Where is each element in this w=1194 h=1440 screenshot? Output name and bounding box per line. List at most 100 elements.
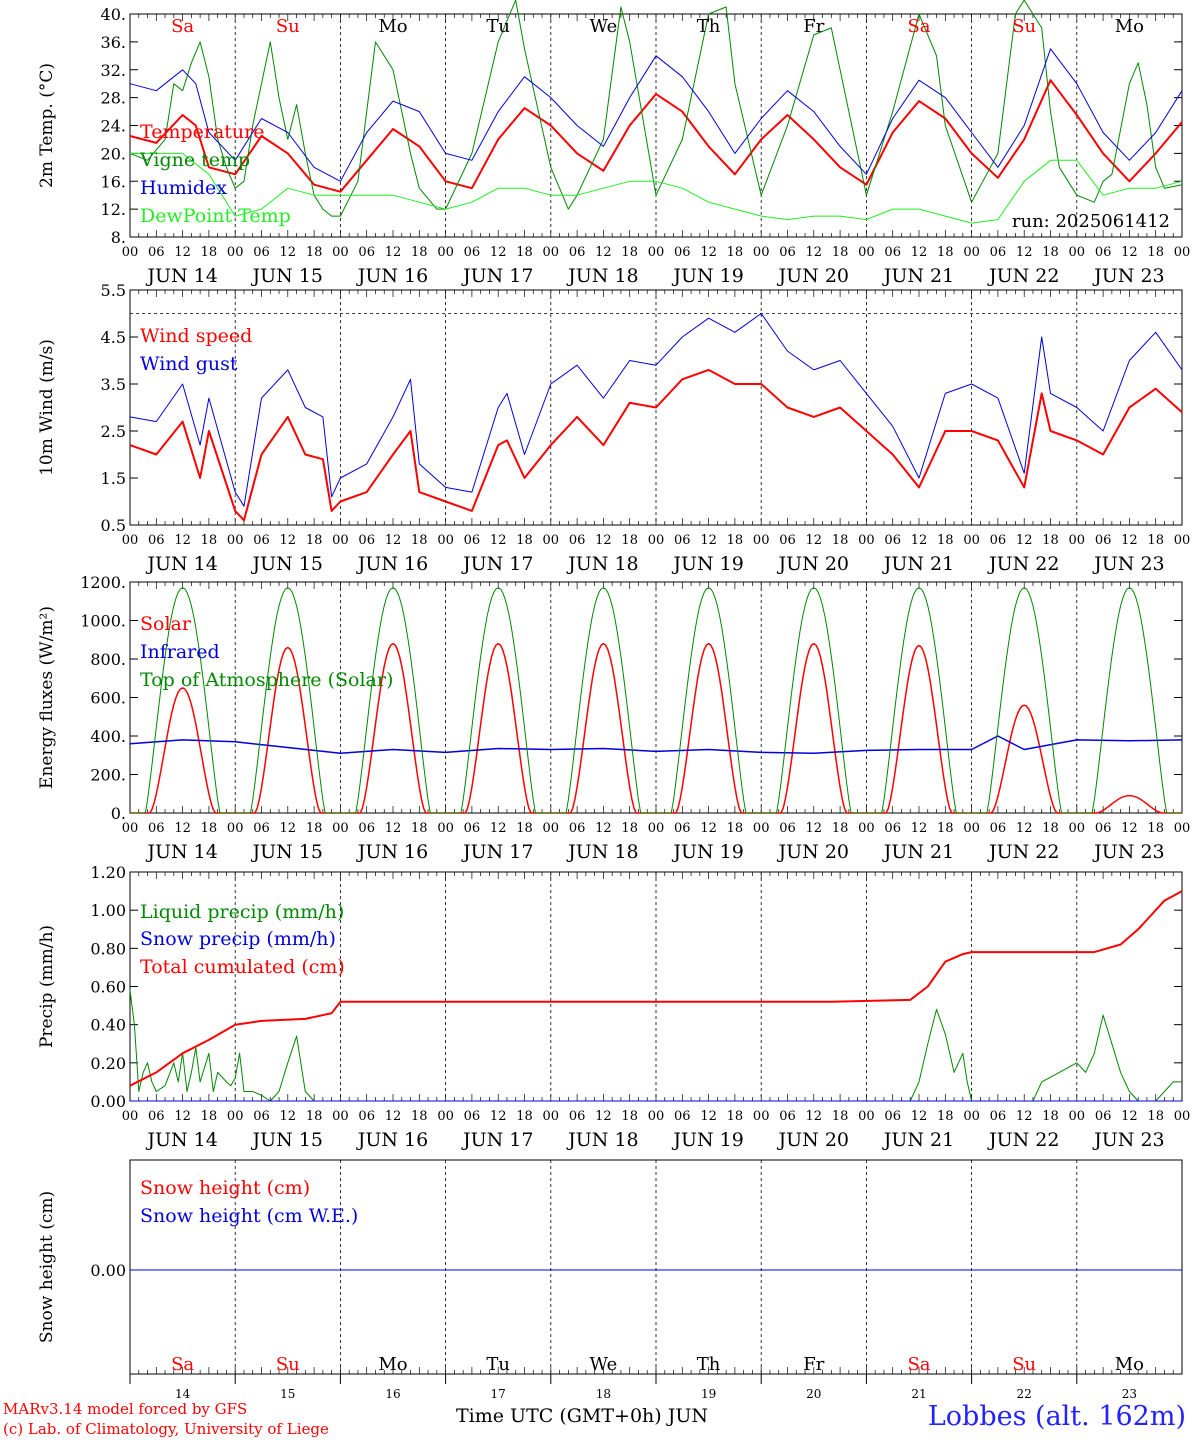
energy-hour-label: 18 [411, 821, 428, 836]
energy-hour-label: 12 [806, 821, 823, 836]
snow-day-number: 23 [1122, 1387, 1137, 1401]
temp-hour-label: 06 [1095, 245, 1112, 260]
energy-day-label: JUN 20 [777, 841, 849, 863]
temp-y-tick-label: 40. [101, 5, 126, 24]
temp-hour-label: 00 [858, 245, 875, 260]
temp-weekday-label: Su [1012, 16, 1036, 37]
wind-hour-label: 00 [1174, 533, 1191, 548]
energy-day-label: JUN 22 [987, 841, 1059, 863]
temp-day-label: JUN 20 [777, 265, 849, 287]
energy-legend-entry: Infrared [140, 641, 220, 663]
temp-hour-label: 12 [806, 245, 823, 260]
precip-day-label: JUN 19 [671, 1129, 743, 1151]
wind-hour-label: 18 [832, 533, 849, 548]
precip-hour-label: 12 [385, 1109, 402, 1124]
wind-day-label: JUN 19 [671, 553, 743, 575]
energy-y-tick-label: 200. [90, 766, 126, 785]
energy-hour-label: 06 [569, 821, 586, 836]
precip-hour-label: 12 [700, 1109, 717, 1124]
snow-day-number: 22 [1017, 1387, 1032, 1401]
energy-day-label: JUN 18 [566, 841, 638, 863]
energy-day-label: JUN 23 [1092, 841, 1164, 863]
precip-hour-label: 00 [122, 1109, 139, 1124]
energy-day-label: JUN 17 [461, 841, 533, 863]
snow-day-number: 16 [385, 1387, 400, 1401]
temp-hour-label: 12 [911, 245, 928, 260]
energy-hour-label: 06 [990, 821, 1007, 836]
temp-legend-entry: Temperature [140, 121, 264, 143]
precip-y-tick-label: 0.20 [90, 1054, 126, 1073]
temp-hour-label: 00 [963, 245, 980, 260]
precip-hour-label: 12 [1121, 1109, 1138, 1124]
snow-y-axis-label: Snow height (cm) [37, 1191, 57, 1343]
wind-day-label: JUN 14 [145, 553, 217, 575]
wind-y-tick-label: 4.5 [101, 328, 126, 347]
energy-day-label: JUN 16 [356, 841, 428, 863]
wind-hour-label: 18 [306, 533, 323, 548]
energy-y-tick-label: 400. [90, 727, 126, 746]
energy-hour-label: 12 [1121, 821, 1138, 836]
wind-day-label: JUN 22 [987, 553, 1059, 575]
energy-hour-label: 00 [437, 821, 454, 836]
wind-day-label: JUN 21 [882, 553, 954, 575]
wind-hour-label: 18 [1042, 533, 1059, 548]
precip-day-label: JUN 21 [882, 1129, 954, 1151]
precip-hour-label: 18 [411, 1109, 428, 1124]
wind-hour-label: 00 [753, 533, 770, 548]
temp-hour-label: 18 [1147, 245, 1164, 260]
wind-hour-label: 00 [437, 533, 454, 548]
precip-hour-label: 12 [490, 1109, 507, 1124]
energy-hour-label: 12 [490, 821, 507, 836]
wind-hour-label: 12 [280, 533, 297, 548]
energy-hour-label: 18 [937, 821, 954, 836]
energy-hour-label: 06 [253, 821, 270, 836]
precip-day-label: JUN 22 [987, 1129, 1059, 1151]
energy-hour-label: 00 [543, 821, 560, 836]
precip-hour-label: 18 [1147, 1109, 1164, 1124]
snow-weekday-label: Su [276, 1354, 300, 1375]
wind-legend-entry: Wind gust [140, 353, 238, 375]
temp-hour-label: 12 [280, 245, 297, 260]
energy-hour-label: 06 [148, 821, 165, 836]
wind-hour-label: 12 [385, 533, 402, 548]
energy-y-tick-label: 0. [111, 804, 126, 823]
temp-hour-label: 00 [543, 245, 560, 260]
wind-y-axis-label: 10m Wind (m/s) [37, 339, 57, 476]
temp-y-tick-label: 32. [101, 61, 126, 80]
energy-hour-label: 06 [674, 821, 691, 836]
temp-series-0 [129, 79, 1183, 193]
temp-legend-entry: Humidex [140, 177, 227, 199]
temp-hour-label: 12 [1121, 245, 1138, 260]
precip-legend-entry: Liquid precip (mm/h) [140, 901, 344, 923]
energy-series-2 [130, 587, 1182, 814]
precip-hour-label: 00 [543, 1109, 560, 1124]
precip-hour-label: 06 [464, 1109, 481, 1124]
snow-day-number: 21 [911, 1387, 926, 1401]
temp-hour-label: 18 [937, 245, 954, 260]
temp-hour-label: 00 [437, 245, 454, 260]
energy-hour-label: 12 [911, 821, 928, 836]
snow-day-number: 18 [596, 1387, 611, 1401]
precip-hour-label: 12 [1016, 1109, 1033, 1124]
temp-hour-label: 06 [884, 245, 901, 260]
energy-hour-label: 06 [1095, 821, 1112, 836]
energy-hour-label: 06 [358, 821, 375, 836]
temp-hour-label: 12 [700, 245, 717, 260]
precip-hour-label: 06 [884, 1109, 901, 1124]
precip-y-tick-label: 0.00 [90, 1092, 126, 1111]
snow-weekday-label: Tu [486, 1354, 510, 1375]
snow-day-number: 17 [491, 1387, 506, 1401]
temp-hour-label: 12 [1016, 245, 1033, 260]
snow-day-number: 15 [280, 1387, 295, 1401]
energy-hour-label: 18 [306, 821, 323, 836]
energy-hour-label: 00 [648, 821, 665, 836]
precip-hour-label: 06 [253, 1109, 270, 1124]
wind-hour-label: 06 [358, 533, 375, 548]
precip-hour-label: 06 [1095, 1109, 1112, 1124]
precip-hour-label: 12 [806, 1109, 823, 1124]
model-credit: MARv3.14 model forced by GFS [3, 1400, 248, 1418]
temp-hour-label: 18 [411, 245, 428, 260]
precip-hour-label: 12 [595, 1109, 612, 1124]
precip-hour-label: 12 [174, 1109, 191, 1124]
wind-y-tick-label: 3.5 [101, 375, 126, 394]
